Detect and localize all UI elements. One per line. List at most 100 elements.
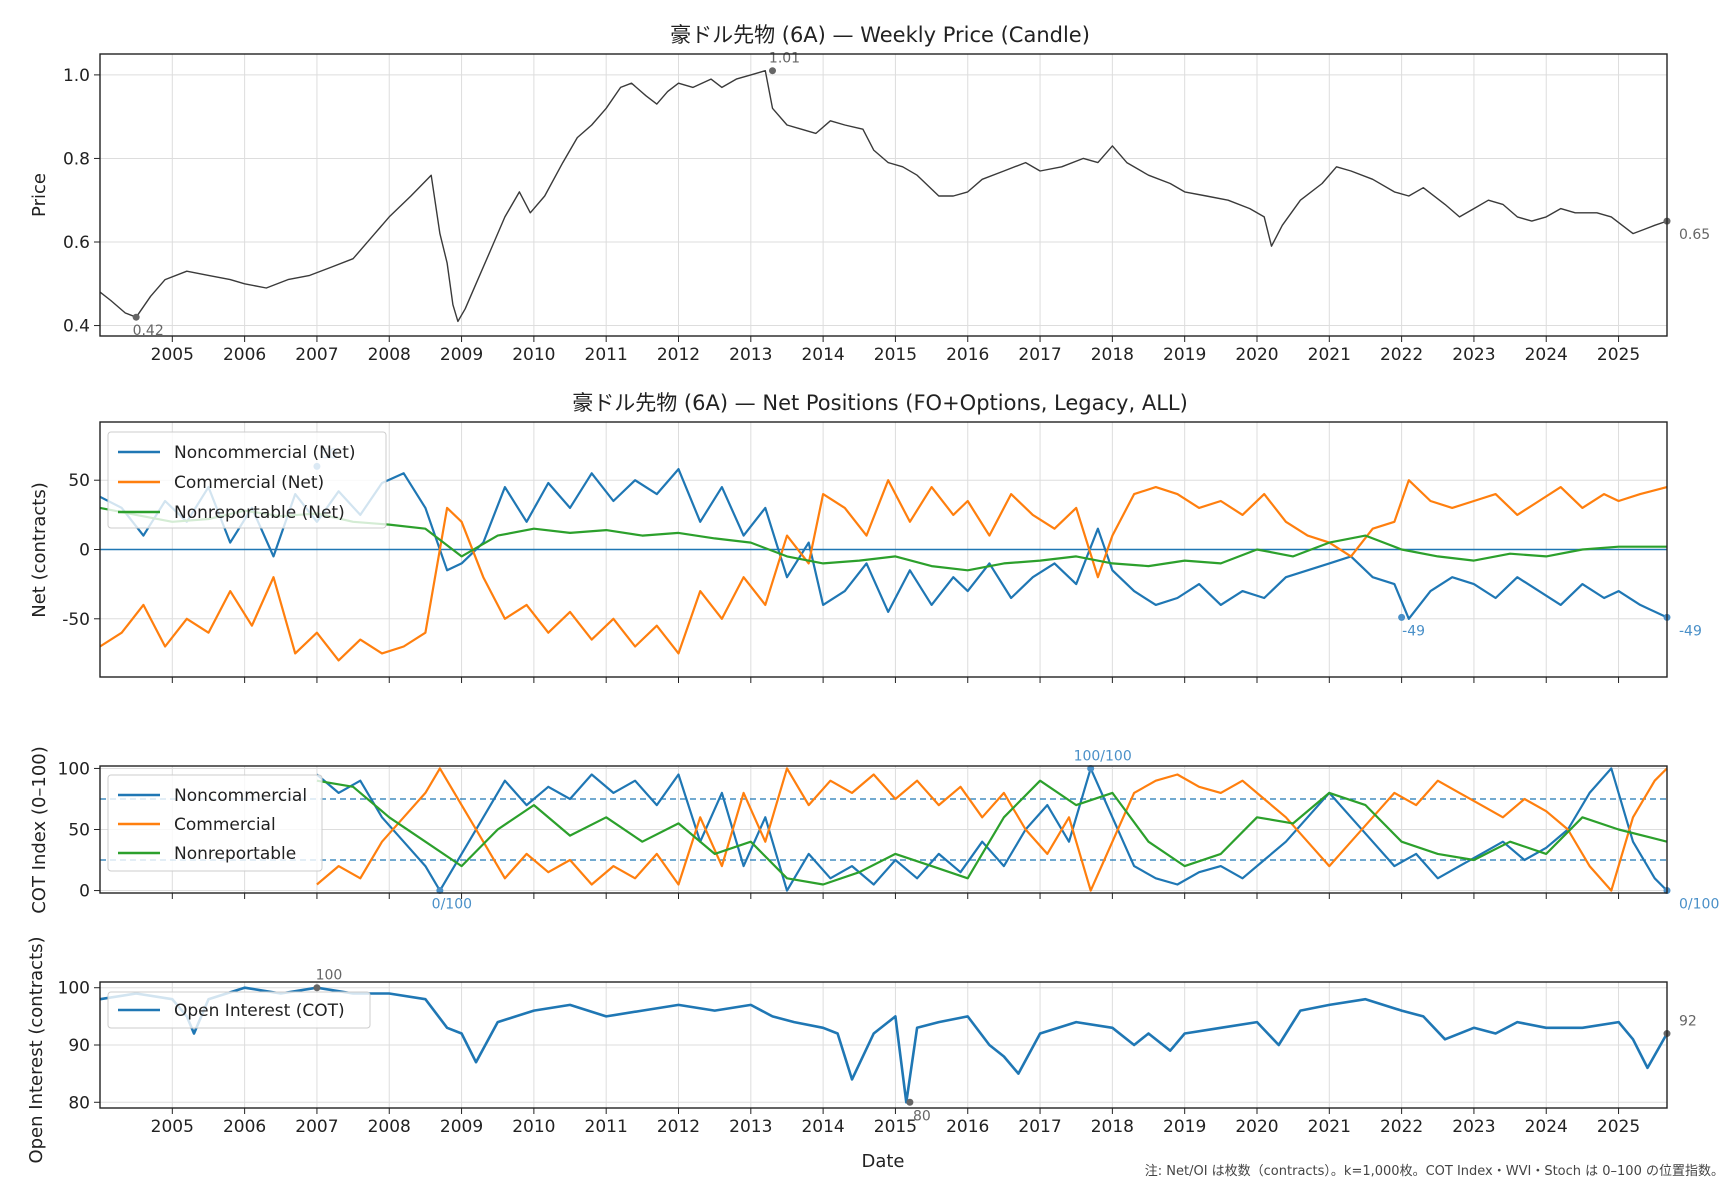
- price-annotation-0: 1.01: [769, 51, 800, 67]
- price-chart-title: 豪ドル先物 (6A) — Weekly Price (Candle): [670, 23, 1090, 47]
- oi-xtick-label-2020: 2020: [1235, 1117, 1278, 1137]
- oi-xtick-label-2014: 2014: [801, 1117, 844, 1137]
- oi-ytick-label-1: 90: [68, 1036, 90, 1056]
- price-ytick-label-0: 0.4: [63, 317, 90, 337]
- cot-index-panel: 100/100 0/100 0/100 0 50 100 COT Index (0–10…: [29, 746, 1719, 914]
- price-ytick-label-1: 0.6: [63, 233, 90, 253]
- price-plot-frame: [99, 53, 1668, 337]
- net-legend: Noncommercial (Net) Commercial (Net) Non…: [107, 431, 387, 529]
- cot-annotation-1: 0/100: [432, 897, 472, 913]
- price-xtick-label-2005: 2005: [151, 345, 194, 365]
- oi-xtick-label-2025: 2025: [1597, 1117, 1640, 1137]
- price-y-axis-label: Price: [29, 173, 50, 217]
- price-xtick-label-2011: 2011: [585, 345, 628, 365]
- price-xtick-label-2018: 2018: [1091, 345, 1134, 365]
- oi-xtick-label-2011: 2011: [585, 1117, 628, 1137]
- price-ytick-label-2: 0.8: [63, 149, 90, 169]
- price-xtick-label-2021: 2021: [1308, 345, 1351, 365]
- price-xtick-label-2010: 2010: [512, 345, 555, 365]
- net-series-1: [99, 479, 1668, 662]
- oi-xtick-label-2016: 2016: [946, 1117, 989, 1137]
- net-annotation-1: -49: [1402, 623, 1425, 639]
- net-annotation-2: -49: [1679, 623, 1702, 639]
- oi-xtick-label-2013: 2013: [729, 1117, 772, 1137]
- cot-series-2: [316, 779, 1668, 886]
- price-panel: 豪ドル先物 (6A) — Weekly Price (Candle) 1.01 0…: [29, 23, 1710, 365]
- cot-series-0: [316, 767, 1668, 892]
- price-xtick-label-2013: 2013: [729, 345, 772, 365]
- price-xtick-label-2017: 2017: [1018, 345, 1061, 365]
- oi-annotation-marker-0: [313, 984, 321, 992]
- price-xtick-label-2014: 2014: [801, 345, 844, 365]
- oi-xtick-label-2024: 2024: [1525, 1117, 1568, 1137]
- oi-xtick-label-2023: 2023: [1452, 1117, 1495, 1137]
- net-ytick-label-2: 50: [68, 471, 90, 491]
- cot-annotation-0: 100/100: [1074, 748, 1132, 764]
- oi-y-axis-label: Open Interest (contracts): [26, 936, 47, 1163]
- price-annotation-2: 0.65: [1679, 227, 1710, 243]
- legend-label-commercial-net: Commercial (Net): [174, 473, 324, 493]
- cot-ytick-label-0: 0: [79, 882, 90, 902]
- open-interest-panel: 100 80 92 2005 2006 2007 2008 2009 2010 2011 2012…: [26, 936, 1697, 1163]
- oi-legend: Open Interest (COT): [107, 991, 371, 1029]
- legend-label-open-interest: Open Interest (COT): [174, 1001, 345, 1021]
- price-xtick-label-2016: 2016: [946, 345, 989, 365]
- oi-xtick-label-2012: 2012: [657, 1117, 700, 1137]
- price-xtick-label-2006: 2006: [223, 345, 266, 365]
- price-annotation-marker-0: [769, 67, 777, 75]
- price-xtick-label-2019: 2019: [1163, 345, 1206, 365]
- oi-ytick-label-0: 80: [68, 1093, 90, 1113]
- net-annotation-marker-1: [1398, 613, 1406, 621]
- x-axis-label: Date: [861, 1151, 904, 1172]
- price-xtick-label-2024: 2024: [1525, 345, 1568, 365]
- footnote: 注: Net/OI は枚数（contracts）。k=1,000枚。COT In…: [1145, 1164, 1724, 1179]
- oi-xtick-label-2010: 2010: [512, 1117, 555, 1137]
- oi-xtick-label-2006: 2006: [223, 1117, 266, 1137]
- price-xtick-label-2020: 2020: [1235, 345, 1278, 365]
- legend-label-nonreportable: Nonreportable: [174, 844, 296, 864]
- oi-xtick-label-2007: 2007: [295, 1117, 338, 1137]
- oi-xtick-label-2019: 2019: [1163, 1117, 1206, 1137]
- oi-xtick-label-2017: 2017: [1018, 1117, 1061, 1137]
- oi-xtick-label-2022: 2022: [1380, 1117, 1423, 1137]
- net-ytick-label-0: -50: [62, 610, 90, 630]
- net-positions-panel: 豪ドル先物 (6A) — Net Positions (FO+Options, …: [29, 391, 1702, 683]
- oi-annotation-2: 92: [1679, 1014, 1697, 1030]
- price-xtick-label-2025: 2025: [1597, 345, 1640, 365]
- price-xtick-label-2012: 2012: [657, 345, 700, 365]
- net-ytick-label-1: 0: [79, 541, 90, 561]
- oi-annotation-1: 80: [913, 1108, 931, 1124]
- oi-ytick-label-2: 100: [58, 979, 90, 999]
- cot-legend: Noncommercial Commercial Nonreportable: [107, 774, 323, 872]
- legend-label-noncommercial-net: Noncommercial (Net): [174, 443, 356, 463]
- price-xtick-label-2009: 2009: [440, 345, 483, 365]
- legend-label-noncommercial: Noncommercial: [174, 786, 307, 806]
- cot-y-axis-label: COT Index (0–100): [29, 746, 50, 914]
- price-xtick-label-2007: 2007: [295, 345, 338, 365]
- cot-ytick-label-1: 50: [68, 821, 90, 841]
- oi-xtick-label-2005: 2005: [151, 1117, 194, 1137]
- net-y-axis-label: Net (contracts): [29, 482, 50, 618]
- net-chart-title: 豪ドル先物 (6A) — Net Positions (FO+Options, …: [572, 391, 1188, 415]
- cot-series-1: [316, 767, 1668, 892]
- cot-ytick-label-2: 100: [58, 759, 90, 779]
- oi-annotation-0: 100: [316, 968, 343, 984]
- price-xtick-label-2022: 2022: [1380, 345, 1423, 365]
- price-annotation-marker-1: [132, 313, 140, 321]
- oi-annotation-marker-1: [906, 1098, 914, 1106]
- oi-series-0: [99, 986, 1669, 1104]
- legend-label-commercial: Commercial: [174, 815, 276, 835]
- oi-xtick-label-2018: 2018: [1091, 1117, 1134, 1137]
- price-ytick-label-3: 1.0: [63, 66, 90, 86]
- oi-xtick-label-2021: 2021: [1308, 1117, 1351, 1137]
- oi-xtick-label-2015: 2015: [874, 1117, 917, 1137]
- price-series-0: [99, 69, 1668, 323]
- legend-label-nonreportable-net: Nonreportable (Net): [174, 503, 345, 523]
- price-annotation-1: 0.42: [133, 323, 164, 339]
- price-xtick-label-2023: 2023: [1452, 345, 1495, 365]
- price-xtick-label-2008: 2008: [368, 345, 411, 365]
- cot-annotation-2: 0/100: [1679, 897, 1719, 913]
- oi-xtick-label-2009: 2009: [440, 1117, 483, 1137]
- price-xtick-label-2015: 2015: [874, 345, 917, 365]
